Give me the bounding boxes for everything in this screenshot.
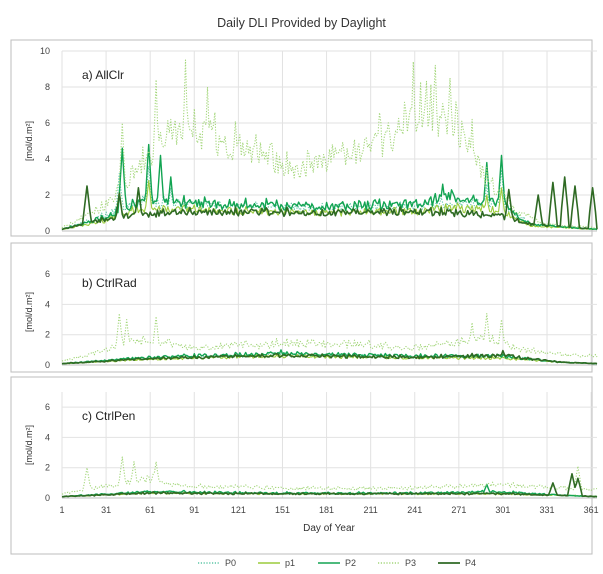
x-axis-label: Day of Year (303, 523, 355, 534)
y-tick-label: 6 (45, 269, 50, 279)
x-axis-title: Day of Year (303, 523, 355, 534)
panel-label: c) CtrlPen (82, 409, 135, 423)
legend-label-p1: p1 (285, 558, 295, 568)
series-line-P2 (61, 143, 598, 231)
y-tick-label: 2 (45, 190, 50, 200)
y-tick-label: 0 (45, 493, 50, 503)
y-tick-label: 6 (45, 402, 50, 412)
y-axis-label: [mol/d.m²] (24, 292, 34, 332)
x-tick-label: 151 (275, 505, 290, 515)
series-line-P3 (61, 456, 598, 495)
y-tick-label: 4 (45, 154, 50, 164)
x-tick-label: 241 (407, 505, 422, 515)
panel-2: 0 2 4 6 b) CtrlRad [mol/d.m²] (10, 242, 598, 373)
legend: P0 p1 P2 P3 P4 (198, 558, 476, 568)
series-line-p1 (61, 180, 598, 231)
panel-label: a) AllClr (82, 68, 124, 82)
x-tick-label: 331 (540, 505, 555, 515)
x-tick-label: 91 (189, 505, 199, 515)
y-tick-label: 6 (45, 118, 50, 128)
legend-label-P0: P0 (225, 558, 236, 568)
x-tick-label: 31 (101, 505, 111, 515)
panel-label: b) CtrlRad (82, 276, 137, 290)
y-tick-label: 4 (45, 432, 50, 442)
y-tick-label: 8 (45, 82, 50, 92)
y-axis-label: [mol/d.m²] (24, 121, 34, 161)
y-tick-label: 4 (45, 299, 50, 309)
series-line-P4 (61, 176, 598, 231)
y-axis-label: [mol/d.m²] (24, 425, 34, 465)
x-tick-label: 121 (231, 505, 246, 515)
legend-label-P3: P3 (405, 558, 416, 568)
panel-1: 0 2 4 6 8 10 a) AllClr [mol/d.m²] (10, 39, 598, 237)
legend-label-P4: P4 (465, 558, 476, 568)
y-tick-label: 2 (45, 330, 50, 340)
y-tick-label: 10 (40, 46, 50, 56)
panel-3: 0 2 4 6 c) CtrlPen [mol/d.m²] 1 31 61 91 121 151 181… (10, 376, 599, 555)
x-tick-label: 61 (145, 505, 155, 515)
legend-label-P2: P2 (345, 558, 356, 568)
series-line-P4 (61, 349, 598, 365)
x-tick-label: 301 (495, 505, 510, 515)
panel-frame (10, 242, 593, 373)
panel-frame (10, 39, 593, 237)
y-tick-label: 0 (45, 226, 50, 236)
y-tick-label: 2 (45, 463, 50, 473)
y-tick-label: 0 (45, 360, 50, 370)
x-tick-label: 181 (319, 505, 334, 515)
x-tick-label: 1 (59, 505, 64, 515)
x-tick-label: 361 (584, 505, 599, 515)
chart-title: Daily DLI Provided by Daylight (217, 16, 386, 30)
x-tick-label: 211 (363, 505, 377, 515)
x-tick-label: 271 (451, 505, 466, 515)
panel-frame (10, 376, 593, 555)
series-line-P4 (61, 473, 597, 498)
